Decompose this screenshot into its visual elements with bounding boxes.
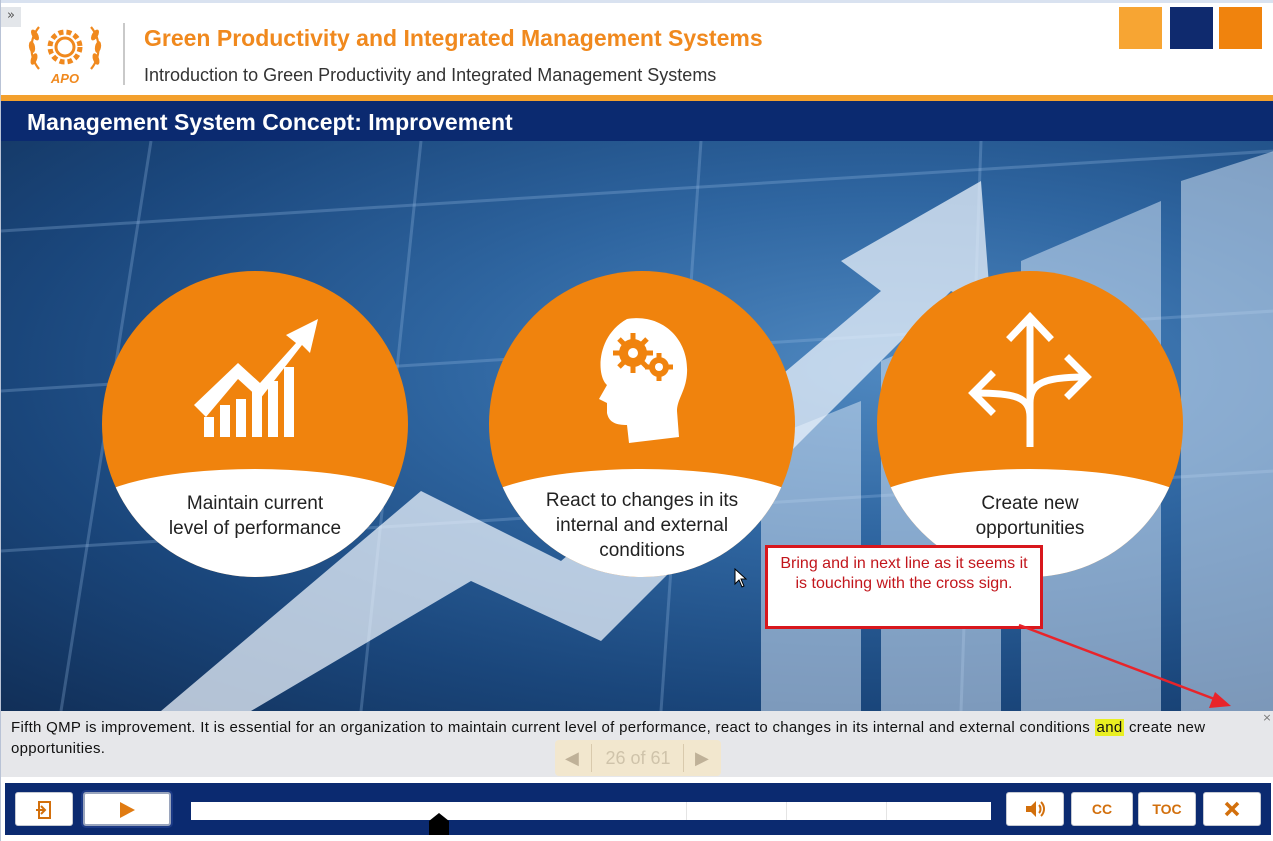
branching-arrows-icon (968, 311, 1092, 447)
brand-square-light-orange (1119, 7, 1162, 49)
expand-sidebar-button[interactable]: » (1, 7, 21, 27)
header-divider (123, 23, 125, 85)
concept-circle-maintain: Maintain current level of performance (102, 271, 408, 577)
mouse-cursor-icon (734, 568, 748, 588)
caption-text: Fifth QMP is improvement. It is essentia… (11, 717, 1267, 759)
progress-bar[interactable] (191, 802, 991, 820)
head-gears-icon (599, 318, 688, 443)
pager-divider (591, 744, 592, 772)
circle-label: Create new opportunities (897, 491, 1163, 541)
circle-label-line: internal and external (555, 515, 729, 536)
circle-label-line: Maintain current (186, 493, 324, 514)
growth-chart-icon (194, 319, 318, 437)
review-callout: Bring and in next line as it seems it is… (765, 545, 1043, 629)
circle-label-background (102, 469, 408, 577)
course-title: Green Productivity and Integrated Manage… (144, 25, 763, 51)
circle-label: Maintain current level of performance (122, 491, 388, 541)
pager-divider (683, 744, 684, 772)
progress-tick (886, 802, 887, 820)
caption-close-icon[interactable]: × (1262, 711, 1272, 724)
concept-circle-react: React to changes in its internal and ext… (489, 271, 795, 577)
header-rule (1, 95, 1273, 101)
exit-button[interactable] (15, 792, 73, 826)
prev-slide-button[interactable]: ◀ (565, 748, 579, 769)
circle-label-line: React to changes in its (545, 490, 739, 511)
circle-label-line: conditions (599, 540, 685, 561)
progress-tick (686, 802, 687, 820)
slide-stage: Maintain current level of performance (1, 141, 1273, 711)
play-icon (120, 802, 135, 818)
slide-title: Management System Concept: Improvement (27, 109, 513, 135)
caption-text-part: create new opportunities. (11, 719, 1206, 757)
circle-label-background (489, 469, 795, 577)
circle-label-line: opportunities (975, 518, 1085, 539)
closed-captions-button[interactable]: CC (1071, 792, 1133, 826)
circle-label-line: Create new (981, 493, 1079, 514)
control-bar-inner: CC TOC (5, 783, 1271, 835)
caption-text-part: Fifth QMP is improvement. It is essentia… (11, 719, 1095, 736)
slide-pager: ◀ 26 of 61 ▶ (555, 740, 721, 776)
slide-title-bar: Management System Concept: Improvement (1, 101, 1273, 141)
header: » APO Green Productivity and Integrated … (1, 0, 1273, 96)
circle-label: React to changes in its internal and ext… (509, 488, 775, 563)
exit-icon (36, 801, 51, 819)
volume-button[interactable] (1006, 792, 1064, 826)
progress-tick (786, 802, 787, 820)
caption-highlight: and (1094, 719, 1125, 736)
apo-logo: APO (28, 26, 102, 86)
brand-square-navy (1170, 7, 1213, 49)
progress-scrubber-handle[interactable] (429, 813, 449, 835)
control-bar: CC TOC (1, 777, 1273, 841)
slide-counter: 26 of 61 (605, 748, 671, 768)
play-button[interactable] (83, 792, 171, 826)
circle-label-line: level of performance (168, 518, 342, 539)
brand-square-orange (1219, 7, 1262, 49)
course-subtitle: Introduction to Green Productivity and I… (144, 65, 717, 85)
logo-text: APO (50, 71, 79, 86)
close-course-button[interactable] (1203, 792, 1261, 826)
volume-icon (1026, 801, 1045, 817)
close-icon (1224, 801, 1240, 817)
concept-circle-create: Create new opportunities (877, 271, 1183, 577)
table-of-contents-button[interactable]: TOC (1138, 792, 1196, 826)
next-slide-button[interactable]: ▶ (695, 748, 709, 769)
